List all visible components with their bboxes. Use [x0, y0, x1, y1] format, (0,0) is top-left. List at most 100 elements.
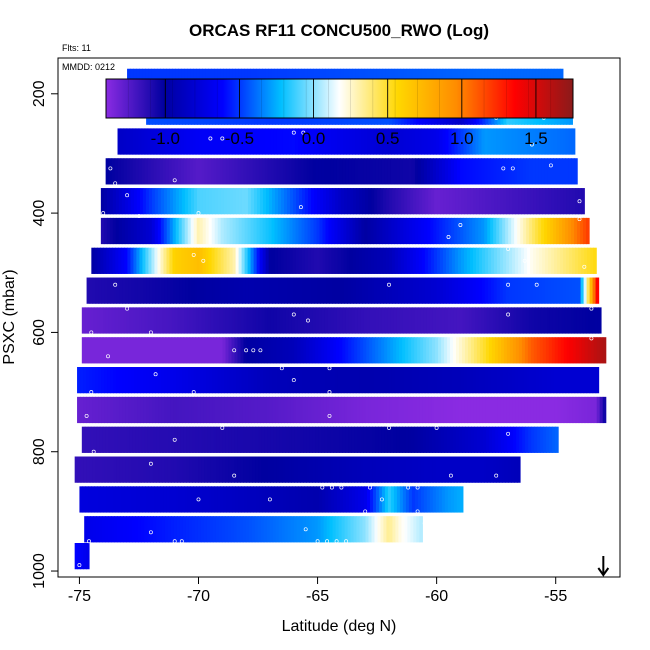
heatmap-cell	[503, 247, 507, 274]
heatmap-cell	[502, 158, 506, 185]
heatmap-cell	[369, 426, 373, 453]
sample-marker	[220, 136, 225, 141]
heatmap-cell	[545, 396, 550, 424]
heatmap-cell	[128, 277, 133, 304]
heatmap-cell	[104, 277, 109, 304]
heatmap-cell	[573, 307, 578, 334]
heatmap-cell	[241, 217, 246, 245]
heatmap-cell	[216, 456, 220, 483]
heatmap-cell	[263, 277, 267, 304]
heatmap-cell	[348, 337, 352, 364]
heatmap-cell	[563, 337, 568, 364]
heatmap-cell	[527, 396, 532, 424]
heatmap-cell	[474, 426, 478, 453]
heatmap-cell	[379, 367, 384, 394]
heatmap-cell	[237, 337, 242, 364]
heatmap-cell	[543, 426, 547, 453]
heatmap-cell	[166, 247, 171, 274]
heatmap-cell	[550, 217, 554, 245]
heatmap-cell	[387, 426, 391, 453]
heatmap-cell	[548, 337, 553, 364]
heatmap-cell	[301, 128, 305, 155]
heatmap-cell	[284, 516, 289, 543]
heatmap-cell	[282, 337, 286, 364]
heatmap-cell	[449, 188, 453, 215]
heatmap-cell	[366, 307, 371, 334]
heatmap-cell	[341, 277, 345, 304]
heatmap-cell	[169, 217, 174, 245]
sample-marker	[529, 142, 534, 147]
heatmap-cell	[216, 426, 221, 453]
heatmap-cell	[372, 158, 377, 185]
heatmap-cell	[364, 247, 369, 274]
heatmap-cell	[89, 456, 94, 483]
heatmap-cell	[499, 367, 504, 394]
heatmap-cell	[162, 337, 167, 364]
heatmap-cell	[125, 396, 129, 424]
heatmap-cell	[377, 188, 381, 215]
heatmap-cell	[371, 516, 376, 543]
heatmap-cell	[176, 396, 180, 424]
heatmap-cell	[387, 307, 392, 334]
heatmap-cell	[117, 516, 121, 543]
heatmap-cell	[368, 277, 372, 304]
heatmap-cell	[368, 516, 373, 543]
heatmap-cell	[217, 188, 222, 215]
heatmap-cell	[90, 337, 95, 364]
heatmap-cell	[524, 247, 528, 274]
heatmap-cell	[229, 367, 234, 394]
heatmap-cell	[142, 217, 147, 245]
heatmap-cell	[244, 486, 248, 513]
heatmap-cell	[130, 217, 135, 245]
heatmap-cell	[491, 396, 496, 424]
heatmap-cell	[123, 426, 128, 453]
heatmap-cell	[416, 396, 421, 424]
heatmap-cell	[203, 396, 207, 424]
heatmap-cell	[314, 277, 318, 304]
heatmap-cell	[160, 367, 165, 394]
heatmap-cell	[140, 396, 144, 424]
heatmap-cell	[315, 158, 320, 185]
heatmap-cell	[352, 486, 356, 513]
heatmap-cell	[121, 188, 126, 215]
heatmap-cell	[578, 396, 583, 424]
heatmap-cell	[101, 396, 105, 424]
heatmap-cell	[98, 456, 103, 483]
heatmap-cell	[249, 426, 254, 453]
heatmap-cell	[230, 277, 234, 304]
heatmap-cell	[589, 277, 594, 304]
heatmap-cell	[532, 128, 537, 155]
heatmap-cell	[487, 367, 492, 394]
heatmap-cell	[163, 486, 167, 513]
heatmap-cell	[485, 188, 489, 215]
heatmap-cell	[187, 247, 192, 274]
heatmap-cell	[556, 158, 560, 185]
heatmap-cell	[495, 456, 500, 483]
sample-marker	[298, 205, 303, 210]
heatmap-cell	[294, 158, 299, 185]
heatmap-cell	[362, 516, 367, 543]
heatmap-cell	[296, 396, 300, 424]
heatmap-cell	[169, 247, 174, 274]
heatmap-cell	[590, 396, 595, 424]
heatmap-cell	[454, 128, 459, 155]
heatmap-cell	[465, 337, 469, 364]
heatmap-cell	[313, 128, 317, 155]
heatmap-cell	[341, 188, 345, 215]
heatmap-cell	[118, 188, 123, 215]
heatmap-cell	[483, 426, 487, 453]
heatmap-cell	[486, 307, 491, 334]
heatmap-cell	[569, 188, 573, 215]
heatmap-cell	[413, 516, 417, 543]
heatmap-cell	[310, 128, 314, 155]
heatmap-cell	[96, 307, 101, 334]
heatmap-cell	[514, 158, 518, 185]
heatmap-cell	[395, 516, 399, 543]
heatmap-cell	[339, 426, 344, 453]
heatmap-cell	[478, 158, 482, 185]
heatmap-cell	[549, 307, 554, 334]
heatmap-cell	[127, 188, 132, 215]
heatmap-cell	[246, 128, 251, 155]
heatmap-cell	[171, 158, 176, 185]
heatmap-cell	[92, 396, 96, 424]
